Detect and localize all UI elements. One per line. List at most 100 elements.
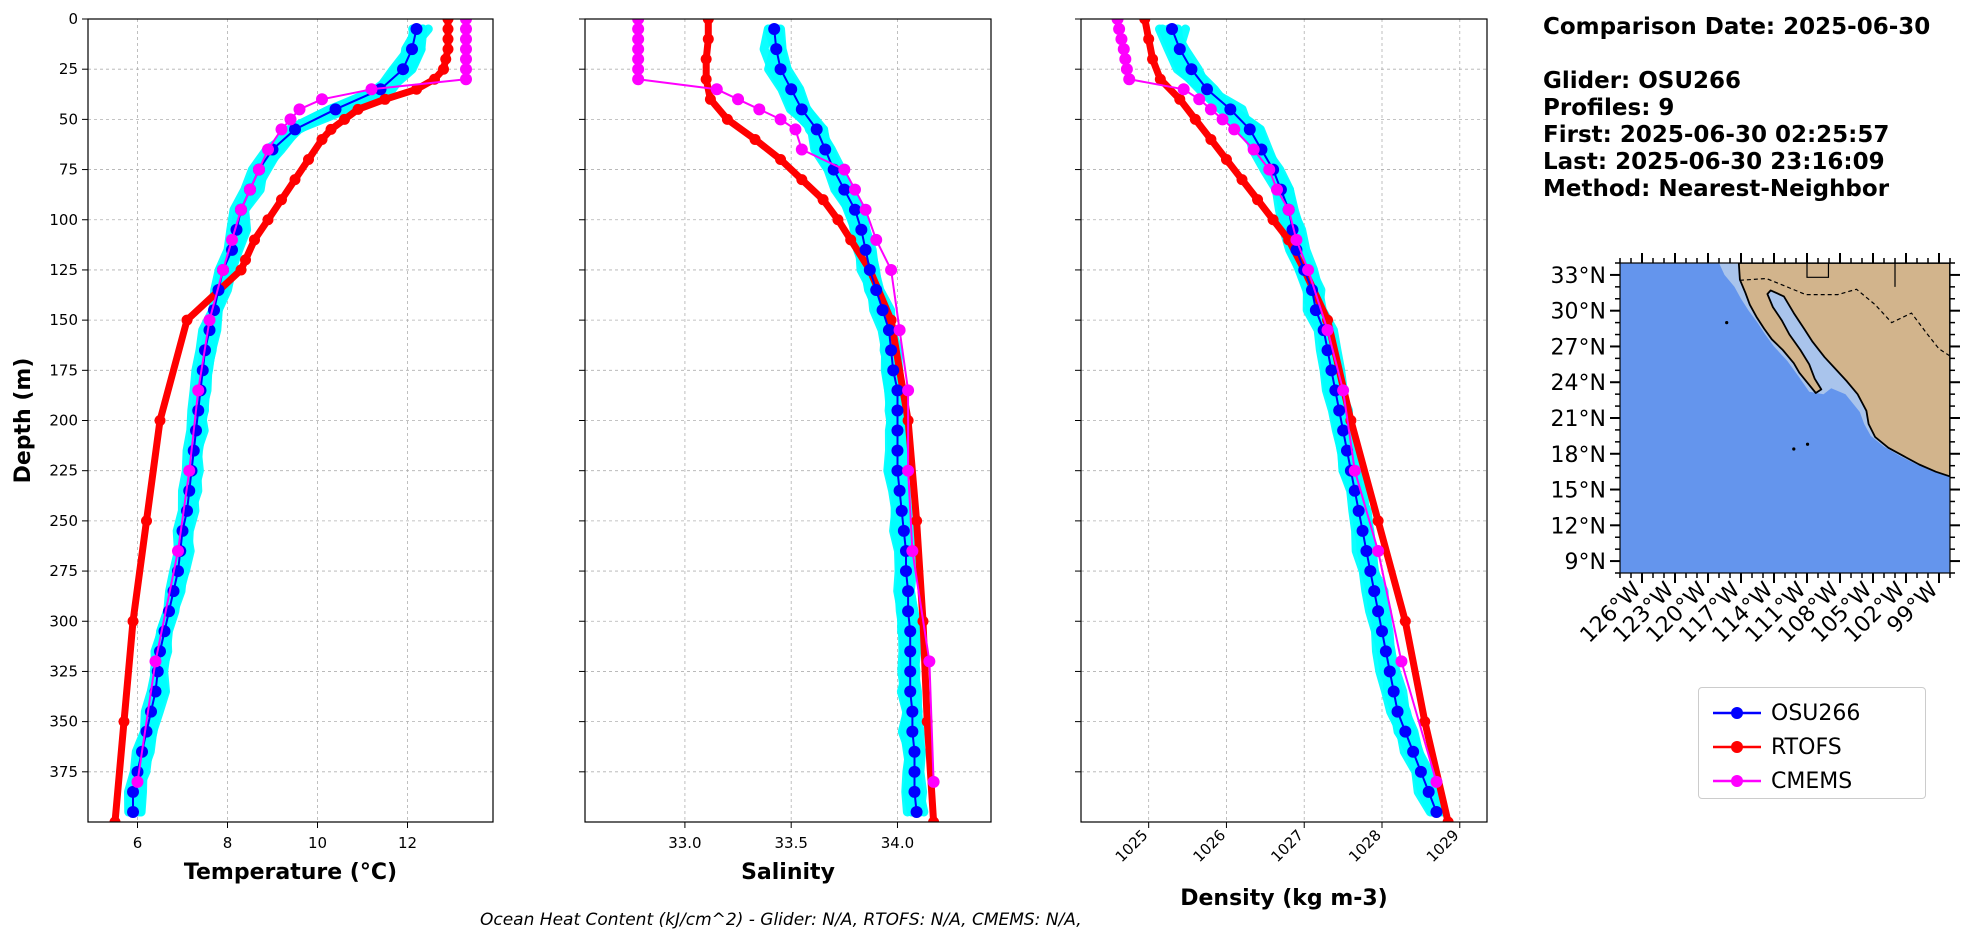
map-lat-label: 18°N [1551, 443, 1606, 468]
legend-label-rtofs: RTOFS [1771, 735, 1842, 760]
x-tick-label: 1028 [1345, 826, 1385, 866]
series-point-osu266 [1173, 43, 1186, 56]
series-point-rtofs [249, 234, 260, 246]
series-point-rtofs [109, 816, 121, 822]
y-tick-label: 325 [49, 662, 78, 680]
series-point-cmems [253, 163, 265, 176]
series-point-osu266 [904, 625, 917, 638]
series-point-rtofs [440, 53, 452, 65]
series-point-osu266 [192, 404, 205, 417]
series-point-osu266 [1348, 484, 1361, 497]
x-tick-label: 1027 [1267, 826, 1307, 866]
series-point-cmems [795, 143, 808, 156]
series-point-cmems [632, 73, 645, 86]
x-tick-label: 8 [223, 834, 233, 852]
legend-label-cmems: CMEMS [1771, 769, 1853, 794]
series-point-cmems [1216, 113, 1229, 126]
state-border [1806, 263, 1896, 287]
x-axis-label: Salinity [741, 860, 835, 885]
series-point-osu266 [855, 223, 868, 236]
y-tick-label: 250 [49, 512, 78, 530]
y-tick-label: 350 [49, 713, 78, 731]
series-point-rtofs [181, 314, 193, 326]
glider-profile-7 [767, 24, 916, 817]
series-point-osu266 [902, 605, 915, 618]
y-tick-label: 0 [68, 10, 78, 28]
series-point-osu266 [904, 645, 917, 658]
series-point-osu266 [1376, 625, 1388, 638]
series-point-rtofs [1236, 174, 1248, 186]
first-profile-time: First: 2025-06-30 02:25:57 [1543, 122, 1890, 148]
series-point-osu266 [848, 203, 861, 216]
series-point-osu266 [906, 725, 919, 738]
series-point-osu266 [908, 785, 921, 798]
series-point-cmems [316, 93, 328, 106]
series-point-osu266 [810, 123, 823, 136]
series-point-osu266 [289, 123, 301, 136]
series-point-osu266 [891, 424, 904, 437]
series-point-osu266 [908, 745, 921, 758]
series-point-rtofs [442, 33, 454, 45]
series-point-rtofs [700, 73, 712, 85]
series-point-osu266 [131, 765, 144, 778]
series-point-cmems [632, 33, 645, 46]
series-point-rtofs [1174, 93, 1186, 105]
series-point-rtofs [141, 515, 152, 527]
series-point-cmems [460, 33, 472, 46]
series-point-cmems [885, 263, 898, 276]
series-point-cmems [460, 53, 472, 66]
series-point-rtofs [316, 133, 328, 145]
panel-3: 1025 1026 1027 1028 1029 Density (kg m-3) [1075, 18, 1488, 911]
series-point-cmems [293, 103, 306, 116]
series-point-rtofs [845, 234, 857, 246]
series-point-cmems [1247, 143, 1260, 156]
series-point-osu266 [1387, 685, 1400, 698]
series-point-cmems [1290, 233, 1303, 246]
series-point-osu266 [1383, 665, 1396, 678]
series-point-rtofs [1189, 113, 1201, 125]
series-point-osu266 [893, 484, 906, 497]
series-point-rtofs [339, 113, 350, 125]
series-point-rtofs [442, 43, 454, 55]
series-point-rtofs [1399, 615, 1411, 627]
series-point-cmems [1123, 73, 1136, 86]
x-axis-label: Temperature (°C) [184, 860, 397, 885]
map-lat-label: 33°N [1551, 264, 1606, 289]
series-point-rtofs [235, 264, 247, 276]
series-point-rtofs [1139, 19, 1151, 25]
series-point-cmems [1263, 163, 1276, 176]
comparison-date: Comparison Date: 2025-06-30 [1543, 14, 1931, 40]
map-area [1620, 263, 1950, 573]
series-point-cmems [632, 53, 645, 66]
series-point-rtofs [289, 174, 301, 186]
last-profile-time: Last: 2025-06-30 23:16:09 [1543, 149, 1885, 175]
series-point-rtofs [127, 615, 139, 627]
y-tick-label: 100 [49, 211, 78, 229]
glider-id: Glider: OSU266 [1543, 68, 1742, 94]
series-point-cmems [1321, 324, 1334, 337]
interpolation-method: Method: Nearest-Neighbor [1543, 176, 1890, 202]
legend: OSU266 RTOFS CMEMS [1698, 687, 1926, 799]
island-marker [1805, 442, 1810, 446]
series-point-rtofs [921, 716, 933, 728]
series-point-cmems [1395, 655, 1408, 668]
series-point-osu266 [902, 585, 915, 598]
series-point-cmems [460, 63, 472, 76]
profile-panels: 0 25 50 75 100 125 150 175 200 225 250 275 300 325 350… [11, 10, 1488, 911]
series-point-osu266 [410, 23, 423, 36]
glider-profile-9 [1173, 24, 1443, 817]
series-point-rtofs [352, 103, 364, 115]
series-point-cmems [1120, 63, 1133, 76]
series-point-osu266 [897, 524, 910, 537]
series-point-cmems [859, 203, 872, 216]
series-point-cmems [1372, 544, 1385, 557]
series-point-rtofs [1372, 515, 1384, 527]
panel-1: 0 25 50 75 100 125 150 175 200 225 250 275 300 325 350… [11, 10, 494, 885]
island-marker [1792, 447, 1796, 451]
series-point-cmems [226, 233, 238, 246]
series-point-cmems [902, 384, 915, 397]
series-point-osu266 [1224, 103, 1237, 116]
series-point-rtofs [442, 19, 454, 25]
legend-label-osu266: OSU266 [1771, 701, 1861, 726]
x-tick-label: 10 [308, 834, 327, 852]
